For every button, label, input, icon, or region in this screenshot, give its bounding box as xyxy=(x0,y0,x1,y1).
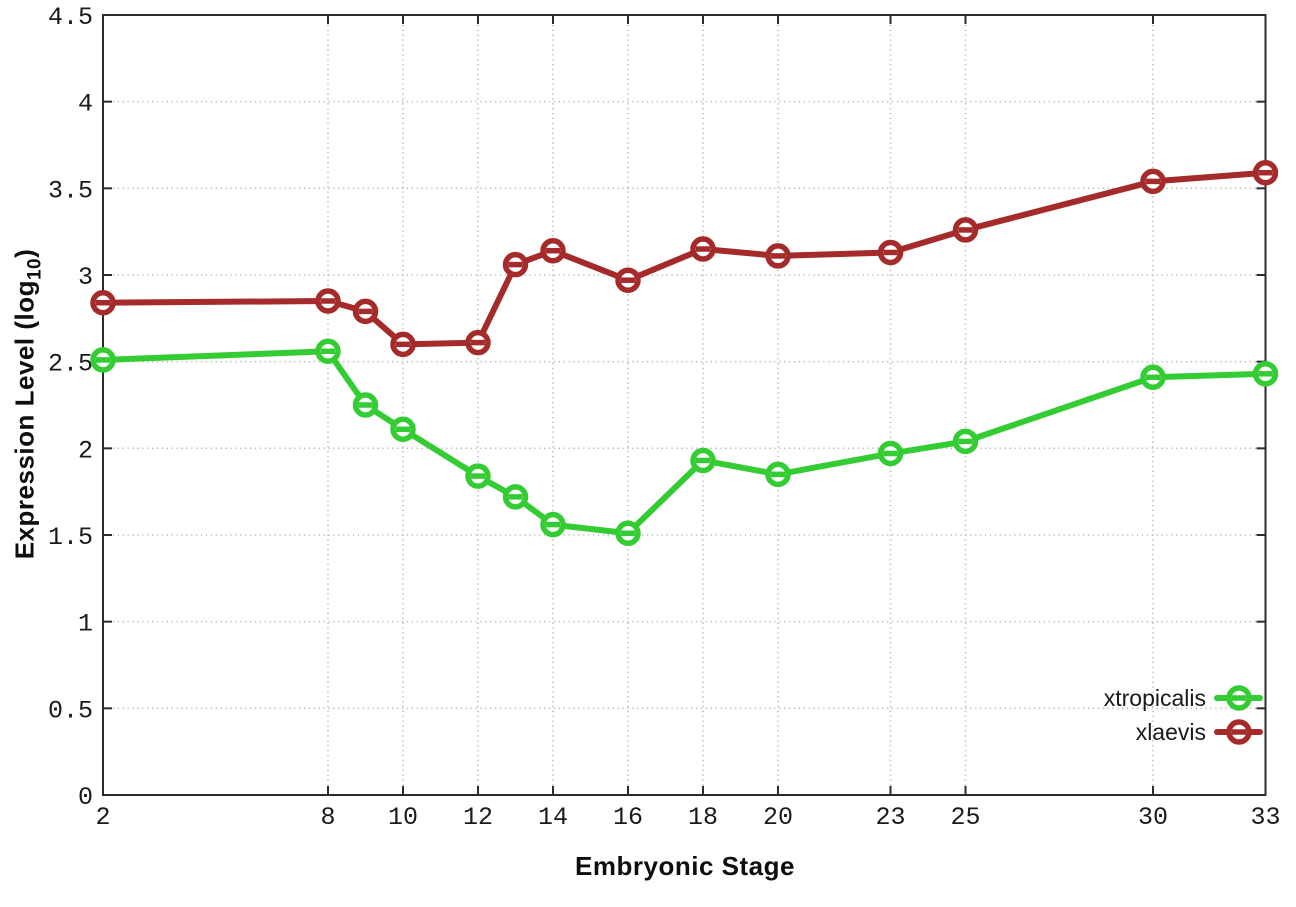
x-tick-label: 2 xyxy=(95,803,110,832)
y-tick-label: 0.5 xyxy=(48,696,93,725)
x-tick-label: 10 xyxy=(388,803,418,832)
y-tick-label: 4.5 xyxy=(48,3,93,32)
x-tick-label: 12 xyxy=(463,803,493,832)
x-tick-label: 14 xyxy=(538,803,568,832)
series-line-xlaevis xyxy=(100,169,1269,348)
y-tick-label: 3.5 xyxy=(48,176,93,205)
x-tick-label: 30 xyxy=(1138,803,1168,832)
y-tick-label: 3 xyxy=(78,263,93,292)
legend-label-xtropicalis: xtropicalis xyxy=(1104,685,1206,711)
x-tick-label: 16 xyxy=(613,803,643,832)
y-tick-label: 1.5 xyxy=(48,523,93,552)
y-axis-label: Expression Level (log10) xyxy=(10,249,47,560)
y-axis-label-subscript: 10 xyxy=(24,257,46,281)
y-axis-label-text: Expression Level (log xyxy=(9,280,40,560)
x-axis-label: Embryonic Stage xyxy=(575,851,795,881)
x-tick-label: 33 xyxy=(1250,803,1280,832)
y-tick-label: 2.5 xyxy=(48,350,93,379)
x-tick-label: 20 xyxy=(763,803,793,832)
x-tick-label: 8 xyxy=(320,803,335,832)
y-tick-label: 1 xyxy=(78,610,93,639)
y-tick-label: 2 xyxy=(78,436,93,465)
x-tick-label: 23 xyxy=(875,803,905,832)
series-line-xtropicalis xyxy=(100,348,1269,537)
plot-border xyxy=(102,14,1267,796)
y-tick-label: 4 xyxy=(78,90,93,119)
x-tick-label: 25 xyxy=(950,803,980,832)
x-tick-label: 18 xyxy=(688,803,718,832)
legend-label-xlaevis: xlaevis xyxy=(1136,719,1206,745)
y-tick-label: 0 xyxy=(78,783,93,812)
y-axis-label-suffix: ) xyxy=(9,248,40,258)
